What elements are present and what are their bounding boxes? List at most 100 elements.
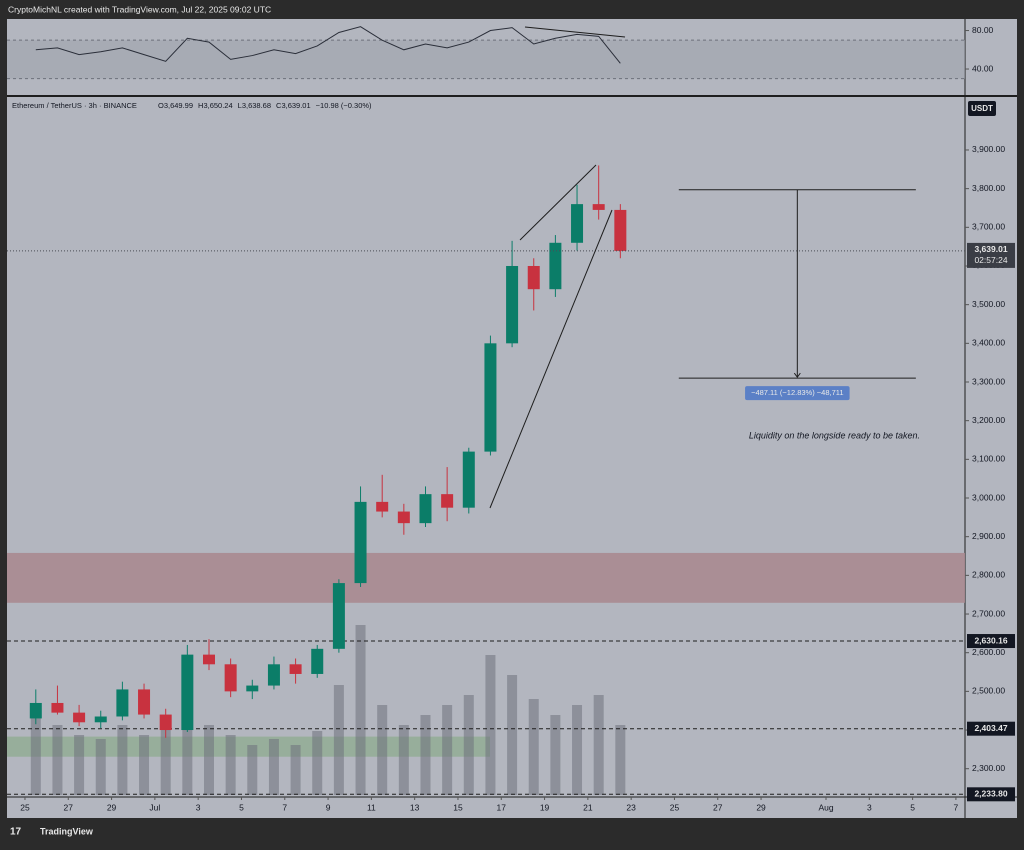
- x-tick-label: 7: [282, 802, 287, 812]
- time-axis: [7, 797, 1017, 818]
- level-label: 2,630.16: [974, 635, 1007, 645]
- x-tick-label: Jul: [149, 802, 160, 812]
- x-tick-label: 23: [626, 802, 636, 812]
- volume-bar: [355, 625, 366, 795]
- x-tick-label: 19: [540, 802, 550, 812]
- price-box: [967, 242, 1015, 268]
- candle-body: [51, 702, 64, 713]
- candle-body: [571, 204, 584, 243]
- volume-bar: [182, 705, 193, 795]
- y-tick-label: 2,700.00: [972, 608, 1005, 618]
- candle-body: [181, 654, 194, 731]
- level-box: [967, 634, 1015, 649]
- candle-body: [332, 583, 345, 649]
- rsi-trendline: [524, 26, 626, 38]
- rsi-axis: [965, 19, 1017, 95]
- level-label: 2,233.80: [974, 789, 1007, 799]
- volume-bar: [593, 695, 604, 795]
- x-tick-label: 29: [107, 802, 117, 812]
- ohlc-value: −10.98 (−0.30%): [316, 101, 372, 110]
- x-tick-label: 13: [410, 802, 420, 812]
- brand-logo: 17: [10, 827, 22, 838]
- volume-bar: [52, 725, 63, 795]
- y-tick-label: 2,800.00: [972, 570, 1005, 580]
- x-tick-label: 11: [367, 802, 376, 812]
- trendline: [519, 164, 597, 241]
- x-tick-label: Aug: [818, 802, 833, 812]
- volume-bar: [463, 695, 474, 795]
- ohlc-value: C3,639.01: [276, 101, 311, 110]
- measure-label: −487.11 (−12.83%) −48,711: [751, 388, 844, 397]
- countdown: 02:57:24: [974, 255, 1007, 265]
- symbol-title: Ethereum / TetherUS · 3h · BINANCE: [12, 101, 137, 110]
- candle-body: [462, 451, 475, 508]
- currency: USDT: [971, 104, 993, 113]
- volume-bar: [377, 705, 388, 795]
- candle-body: [441, 494, 454, 508]
- candle-body: [484, 343, 497, 452]
- candle-body: [592, 204, 605, 210]
- candle-body: [506, 265, 519, 344]
- x-tick-label: 9: [326, 802, 331, 812]
- price-axis: [965, 97, 1017, 797]
- currency-box: [968, 101, 996, 116]
- y-tick-label: 2,300.00: [972, 763, 1005, 773]
- x-tick-label: 21: [583, 802, 593, 812]
- x-tick-label: 29: [756, 802, 766, 812]
- candle-body: [73, 712, 86, 723]
- candle-body: [116, 689, 129, 717]
- y-tick-label: 2,600.00: [972, 647, 1005, 657]
- volume-bar: [485, 655, 496, 795]
- candle-body: [527, 265, 540, 290]
- candle-body: [138, 689, 151, 715]
- candle-body: [549, 242, 562, 290]
- volume-bar: [139, 735, 150, 795]
- volume-bar: [528, 699, 539, 795]
- y-tick-label: 3,100.00: [972, 454, 1005, 464]
- candle-body: [224, 664, 237, 692]
- annotation: Liquidity on the longside ready to be ta…: [749, 430, 920, 440]
- y-tick-label: 3,500.00: [972, 299, 1005, 309]
- volume-bar: [203, 725, 214, 795]
- ohlc-value: O3,649.99: [158, 101, 193, 110]
- candle-body: [614, 209, 627, 251]
- x-tick-label: 25: [20, 802, 30, 812]
- candle-body: [267, 664, 280, 686]
- candle-body: [419, 494, 432, 524]
- volume-bar: [247, 745, 258, 795]
- candle-body: [29, 702, 42, 719]
- volume-bar: [95, 739, 106, 795]
- volume-bar: [420, 715, 431, 795]
- x-tick-label: 27: [64, 802, 74, 812]
- chart-layer: 2,300.002,400.002,500.002,600.002,700.00…: [7, 25, 1015, 812]
- rsi-band: [7, 40, 965, 79]
- y-tick-label: 3,700.00: [972, 222, 1005, 232]
- level-label: 2,403.47: [974, 723, 1007, 733]
- volume-bar: [615, 725, 626, 795]
- ohlc-value: H3,650.24: [198, 101, 233, 110]
- y-tick-label: 2,900.00: [972, 531, 1005, 541]
- rsi-line: [35, 26, 621, 64]
- ohlc-legend: O3,649.99 H3,650.24 L3,638.68 C3,639.01 −10.…: [158, 101, 372, 110]
- candle-body: [397, 511, 410, 524]
- zone: [7, 552, 965, 603]
- volume-bar: [398, 725, 409, 795]
- volume-bar: [550, 715, 561, 795]
- measure-arrowhead: [793, 372, 801, 378]
- y-tick-label: 3,200.00: [972, 415, 1005, 425]
- measure-box: [745, 386, 850, 401]
- price-label: 3,639.01: [974, 244, 1007, 254]
- candle-body: [94, 716, 107, 723]
- candle-body: [311, 648, 324, 674]
- volume-bar: [225, 735, 236, 795]
- candle-body: [376, 501, 389, 512]
- y-tick-label: 2,500.00: [972, 686, 1005, 696]
- y-tick-label: 3,400.00: [972, 338, 1005, 348]
- volume-bar: [30, 715, 41, 795]
- candle-body: [289, 664, 302, 674]
- volume-bar: [312, 731, 323, 795]
- x-tick-label: 27: [713, 802, 723, 812]
- x-tick-label: 5: [239, 802, 244, 812]
